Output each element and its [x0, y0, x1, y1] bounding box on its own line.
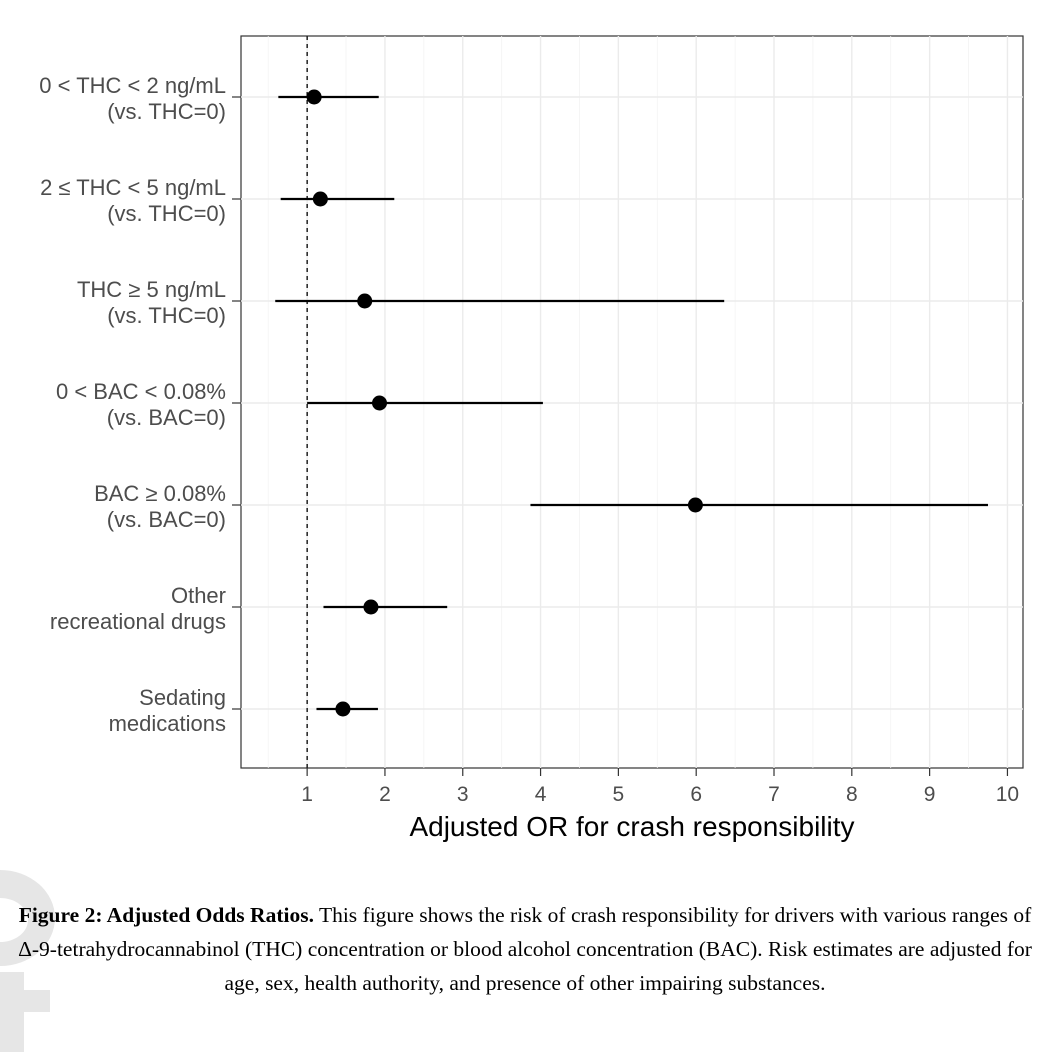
estimate-point [335, 701, 351, 717]
y-tick-label: BAC ≥ 0.08% [94, 481, 226, 506]
y-tick-label: (vs. THC=0) [107, 201, 226, 226]
y-tick-label: Other [171, 583, 226, 608]
estimate-point [312, 191, 328, 207]
estimate-point [372, 395, 388, 411]
x-tick-label: 4 [535, 783, 547, 806]
estimate-point [687, 497, 703, 513]
y-tick-label: 0 < BAC < 0.08% [56, 379, 226, 404]
y-tick-label: 2 ≤ THC < 5 ng/mL [40, 175, 226, 200]
confidence-intervals [275, 95, 988, 711]
caption-title: Figure 2: Adjusted Odds Ratios. [18, 903, 314, 927]
estimate-point [357, 293, 373, 309]
y-tick-label: (vs. THC=0) [107, 303, 226, 328]
y-tick-label: recreational drugs [50, 609, 226, 634]
x-tick-label: 7 [768, 783, 780, 806]
x-tick-label: 9 [924, 783, 936, 806]
y-tick-label: (vs. BAC=0) [107, 405, 226, 430]
y-tick-label: medications [109, 711, 226, 736]
forest-plot: 0 < THC < 2 ng/mL(vs. THC=0)2 ≤ THC < 5 … [39, 35, 1024, 842]
caption-text: This figure shows the risk of crash resp… [18, 903, 1032, 995]
y-tick-label: THC ≥ 5 ng/mL [77, 277, 226, 302]
x-tick-label: 8 [846, 783, 858, 806]
x-tick-label: 2 [379, 783, 391, 806]
x-tick-label: 6 [690, 783, 702, 806]
y-tick-label: (vs. THC=0) [107, 99, 226, 124]
estimate-point [306, 89, 322, 105]
estimate-points [306, 89, 703, 717]
x-axis-label: Adjusted OR for crash responsibility [409, 811, 854, 842]
y-tick-label: (vs. BAC=0) [107, 507, 226, 532]
x-tick-label: 3 [457, 783, 469, 806]
estimate-point [363, 599, 379, 615]
x-tick-label: 5 [613, 783, 625, 806]
y-axis: 0 < THC < 2 ng/mL(vs. THC=0)2 ≤ THC < 5 … [39, 73, 241, 736]
y-tick-label: 0 < THC < 2 ng/mL [39, 73, 226, 98]
x-tick-label: 1 [301, 783, 313, 806]
x-axis: 1 2 3 4 5 6 7 8 9 10 [301, 768, 1019, 806]
x-tick-label: 10 [996, 783, 1019, 806]
figure-caption: Figure 2: Adjusted Odds Ratios. This fig… [0, 898, 1050, 1000]
y-tick-label: Sedating [139, 685, 226, 710]
